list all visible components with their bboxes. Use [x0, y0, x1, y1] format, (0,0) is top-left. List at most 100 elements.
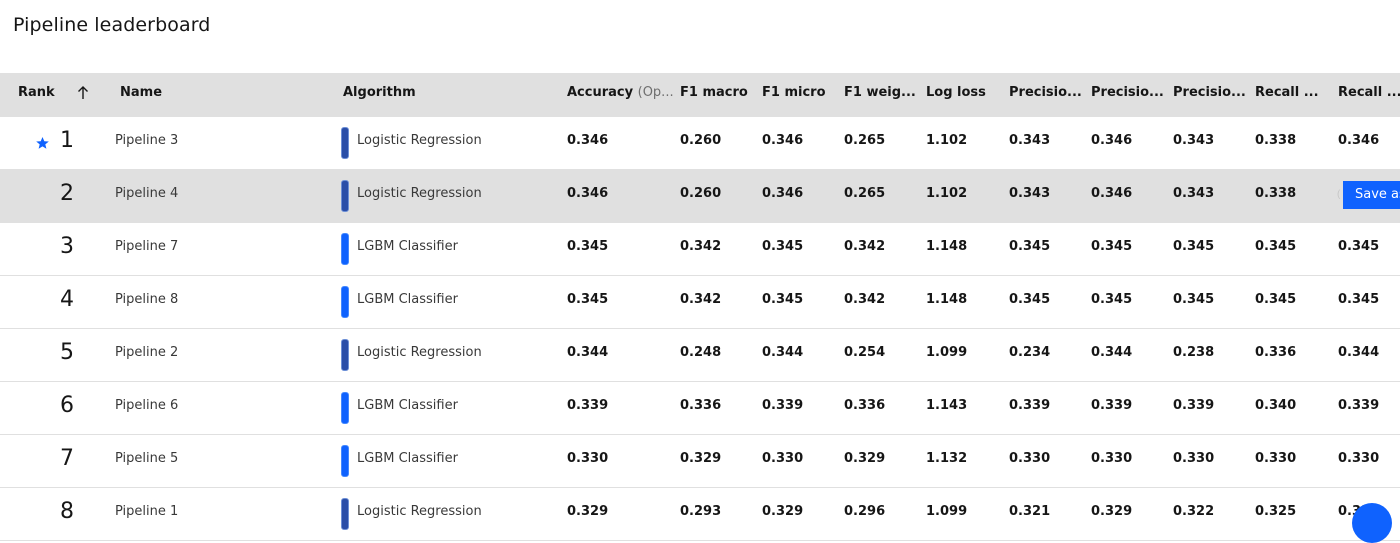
help-icon[interactable]: [1352, 503, 1392, 543]
metric-precision1: 0.343: [1009, 186, 1051, 201]
header-accuracy[interactable]: Accuracy (Op...: [567, 73, 674, 117]
metric-f1-macro: 0.342: [680, 239, 722, 254]
metric-precision2: 0.345: [1091, 292, 1133, 307]
metric-accuracy: 0.329: [567, 504, 609, 519]
metric-recall1: 0.338: [1255, 133, 1297, 148]
metric-recall2: 0.346: [1338, 133, 1380, 148]
metric-precision3: 0.322: [1173, 504, 1215, 519]
metric-log-loss: 1.132: [926, 451, 968, 466]
metric-f1-micro: 0.346: [762, 186, 804, 201]
metric-log-loss: 1.143: [926, 398, 968, 413]
metric-f1-micro: 0.346: [762, 133, 804, 148]
table-row[interactable]: 2 Pipeline 4 Logistic Regression 0.346 0.260…: [0, 170, 1400, 223]
metric-f1-weighted: 0.342: [844, 292, 886, 307]
metric-precision2: 0.329: [1091, 504, 1133, 519]
pipeline-name[interactable]: Pipeline 2: [115, 345, 179, 360]
pipeline-name[interactable]: Pipeline 3: [115, 133, 179, 148]
metric-recall2: 0.339: [1338, 398, 1380, 413]
metric-accuracy: 0.339: [567, 398, 609, 413]
metric-precision1: 0.321: [1009, 504, 1051, 519]
algorithm-name: LGBM Classifier: [357, 292, 458, 307]
header-precision-3[interactable]: Precisio...: [1173, 85, 1246, 100]
pipeline-name[interactable]: Pipeline 6: [115, 398, 179, 413]
table-row[interactable]: 1 Pipeline 3 Logistic Regression 0.346 0.260…: [0, 117, 1400, 170]
metric-precision2: 0.330: [1091, 451, 1133, 466]
page-title: Pipeline leaderboard: [13, 14, 211, 36]
metric-precision2: 0.344: [1091, 345, 1133, 360]
header-f1-micro[interactable]: F1 micro: [762, 85, 826, 100]
metric-accuracy: 0.346: [567, 186, 609, 201]
algorithm-name: LGBM Classifier: [357, 239, 458, 254]
metric-precision3: 0.345: [1173, 292, 1215, 307]
arrow-up-icon[interactable]: [76, 73, 90, 117]
table-row[interactable]: 7 Pipeline 5 LGBM Classifier 0.330 0.329 0.33…: [0, 435, 1400, 488]
header-algorithm[interactable]: Algorithm: [343, 85, 416, 100]
metric-precision3: 0.339: [1173, 398, 1215, 413]
metric-recall2: 0.344: [1338, 345, 1380, 360]
star-icon: [35, 117, 50, 169]
algorithm-indicator-icon: [341, 445, 349, 477]
pipeline-name[interactable]: Pipeline 4: [115, 186, 179, 201]
rank-value: 4: [60, 287, 74, 312]
algorithm-indicator-icon: [341, 339, 349, 371]
metric-recall2: 0.345: [1338, 239, 1380, 254]
metric-recall1: 0.345: [1255, 292, 1297, 307]
pipeline-name[interactable]: Pipeline 7: [115, 239, 179, 254]
header-rank[interactable]: Rank: [18, 73, 55, 117]
metric-f1-micro: 0.339: [762, 398, 804, 413]
metric-f1-weighted: 0.342: [844, 239, 886, 254]
table-row[interactable]: 5 Pipeline 2 Logistic Regression 0.344 0.248…: [0, 329, 1400, 382]
metric-precision3: 0.330: [1173, 451, 1215, 466]
metric-log-loss: 1.148: [926, 239, 968, 254]
algorithm-name: Logistic Regression: [357, 345, 482, 360]
metric-f1-macro: 0.248: [680, 345, 722, 360]
metric-recall1: 0.340: [1255, 398, 1297, 413]
metric-f1-weighted: 0.254: [844, 345, 886, 360]
metric-f1-micro: 0.330: [762, 451, 804, 466]
metric-precision3: 0.238: [1173, 345, 1215, 360]
rank-value: 8: [60, 499, 74, 524]
metric-precision1: 0.343: [1009, 133, 1051, 148]
metric-precision1: 0.339: [1009, 398, 1051, 413]
metric-recall2: 0.345: [1338, 292, 1380, 307]
metric-accuracy: 0.346: [567, 133, 609, 148]
header-accuracy-label: Accuracy: [567, 85, 634, 100]
algorithm-name: Logistic Regression: [357, 186, 482, 201]
header-f1-weighted[interactable]: F1 weig...: [844, 85, 916, 100]
metric-accuracy: 0.330: [567, 451, 609, 466]
metric-log-loss: 1.099: [926, 504, 968, 519]
metric-f1-macro: 0.260: [680, 133, 722, 148]
pipeline-name[interactable]: Pipeline 1: [115, 504, 179, 519]
rank-value: 1: [60, 128, 74, 153]
table-row[interactable]: 6 Pipeline 6 LGBM Classifier 0.339 0.336 0.33…: [0, 382, 1400, 435]
table-row[interactable]: 3 Pipeline 7 LGBM Classifier 0.345 0.342 0.34…: [0, 223, 1400, 276]
metric-precision3: 0.343: [1173, 186, 1215, 201]
header-f1-macro[interactable]: F1 macro: [680, 85, 748, 100]
metric-precision1: 0.345: [1009, 292, 1051, 307]
metric-log-loss: 1.148: [926, 292, 968, 307]
metric-precision2: 0.345: [1091, 239, 1133, 254]
header-recall-2[interactable]: Recall ...: [1338, 85, 1400, 100]
header-name[interactable]: Name: [120, 85, 163, 100]
table-row[interactable]: 4 Pipeline 8 LGBM Classifier 0.345 0.342 0.34…: [0, 276, 1400, 329]
header-precision-1[interactable]: Precisio...: [1009, 85, 1082, 100]
metric-f1-weighted: 0.336: [844, 398, 886, 413]
metric-f1-micro: 0.344: [762, 345, 804, 360]
metric-precision2: 0.339: [1091, 398, 1133, 413]
metric-precision2: 0.346: [1091, 133, 1133, 148]
metric-accuracy: 0.345: [567, 239, 609, 254]
algorithm-name: LGBM Classifier: [357, 451, 458, 466]
algorithm-name: Logistic Regression: [357, 504, 482, 519]
save-as-button[interactable]: Save as: [1343, 181, 1400, 209]
pipeline-name[interactable]: Pipeline 5: [115, 451, 179, 466]
table-row[interactable]: 8 Pipeline 1 Logistic Regression 0.329 0.293…: [0, 488, 1400, 541]
metric-f1-micro: 0.329: [762, 504, 804, 519]
header-precision-2[interactable]: Precisio...: [1091, 85, 1164, 100]
header-recall-1[interactable]: Recall ...: [1255, 85, 1319, 100]
metric-recall2: 0.330: [1338, 451, 1380, 466]
pipeline-name[interactable]: Pipeline 8: [115, 292, 179, 307]
metric-recall1: 0.325: [1255, 504, 1297, 519]
header-log-loss[interactable]: Log loss: [926, 85, 986, 100]
metric-f1-micro: 0.345: [762, 239, 804, 254]
metric-f1-macro: 0.293: [680, 504, 722, 519]
